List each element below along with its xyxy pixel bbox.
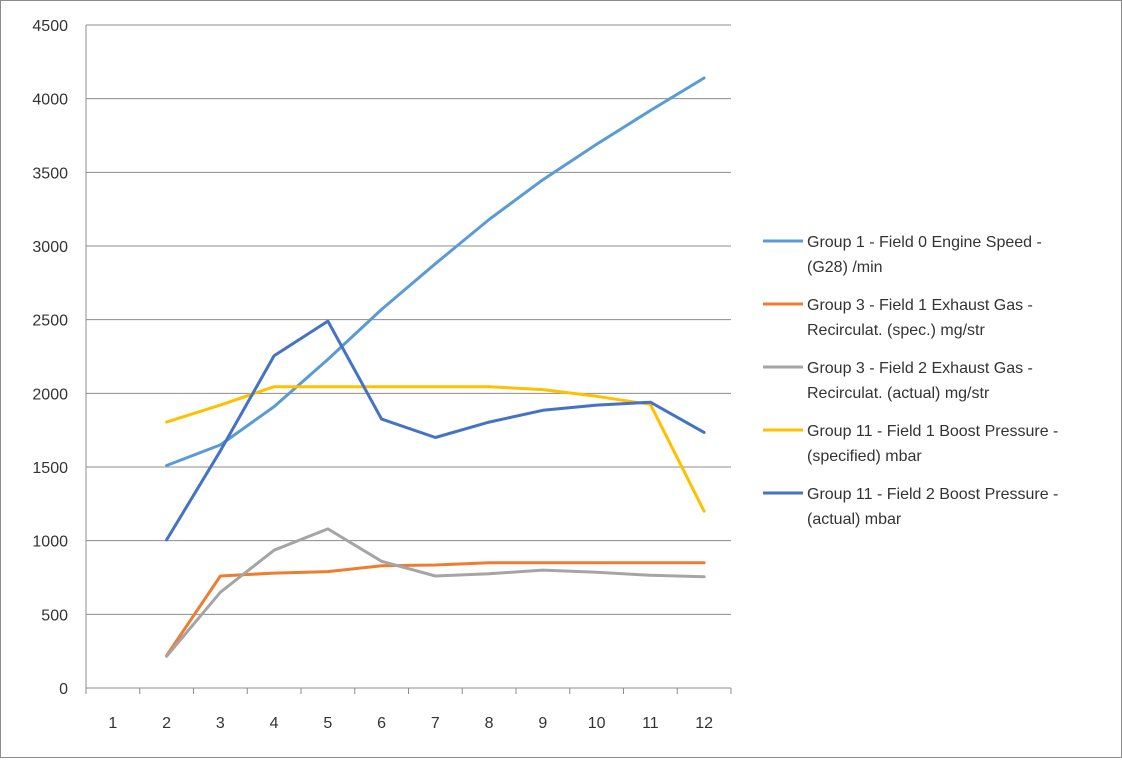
x-tick-label: 6 [377,715,386,732]
legend-label: Group 11 - Field 1 Boost Pressure - [807,423,1058,440]
y-tick-label: 3500 [32,165,68,182]
series-lines [165,76,706,658]
gridlines [86,24,731,615]
legend-label: Recirculat. (actual) mg/str [807,385,990,402]
series-line-5 [165,319,706,542]
legend-label: (specified) mbar [807,448,922,465]
x-tick-label: 10 [588,715,606,732]
x-tick-label: 1 [108,715,117,732]
legend-label: (G28) /min [807,259,883,276]
legend-item-1: Group 1 - Field 0 Engine Speed - (G28) /m… [763,234,1042,276]
legend-item-4: Group 11 - Field 1 Boost Pressure - (spec… [763,423,1058,465]
x-tick-label: 5 [323,715,332,732]
y-tick-label: 2000 [32,386,68,403]
y-tick-label: 3000 [32,239,68,256]
legend-item-5: Group 11 - Field 2 Boost Pressure - (actu… [763,486,1058,528]
legend: Group 1 - Field 0 Engine Speed - (G28) /m… [763,234,1058,528]
y-tick-label: 2500 [32,313,68,330]
x-tick-label: 12 [695,715,713,732]
x-tick-label: 7 [431,715,440,732]
y-tick-label: 4000 [32,92,68,109]
legend-label: Recirculat. (spec.) mg/str [807,322,985,339]
x-tick-label: 2 [162,715,171,732]
series-line-3 [165,527,706,658]
x-tick-label: 9 [538,715,547,732]
y-tick-label: 0 [59,681,68,698]
y-tick-label: 1000 [32,534,68,551]
series-line-2 [165,561,706,658]
legend-label: Group 3 - Field 1 Exhaust Gas - [807,297,1033,314]
series-line-4 [165,385,706,513]
x-tick-label: 11 [642,715,659,732]
y-tick-label: 1500 [32,460,68,477]
legend-label: Group 3 - Field 2 Exhaust Gas - [807,360,1033,377]
legend-item-2: Group 3 - Field 1 Exhaust Gas - Recircula… [763,297,1033,339]
legend-label: Group 1 - Field 0 Engine Speed - [807,234,1042,251]
x-tick-label: 4 [270,715,279,732]
x-tick-label: 3 [216,715,225,732]
legend-item-3: Group 3 - Field 2 Exhaust Gas - Recircula… [763,360,1033,402]
legend-label: Group 11 - Field 2 Boost Pressure - [807,486,1058,503]
y-tick-label: 500 [41,607,68,624]
x-tick-label: 8 [485,715,494,732]
legend-label: (actual) mbar [807,511,902,528]
series-line-1 [165,76,706,467]
y-tick-label: 4500 [32,18,68,35]
